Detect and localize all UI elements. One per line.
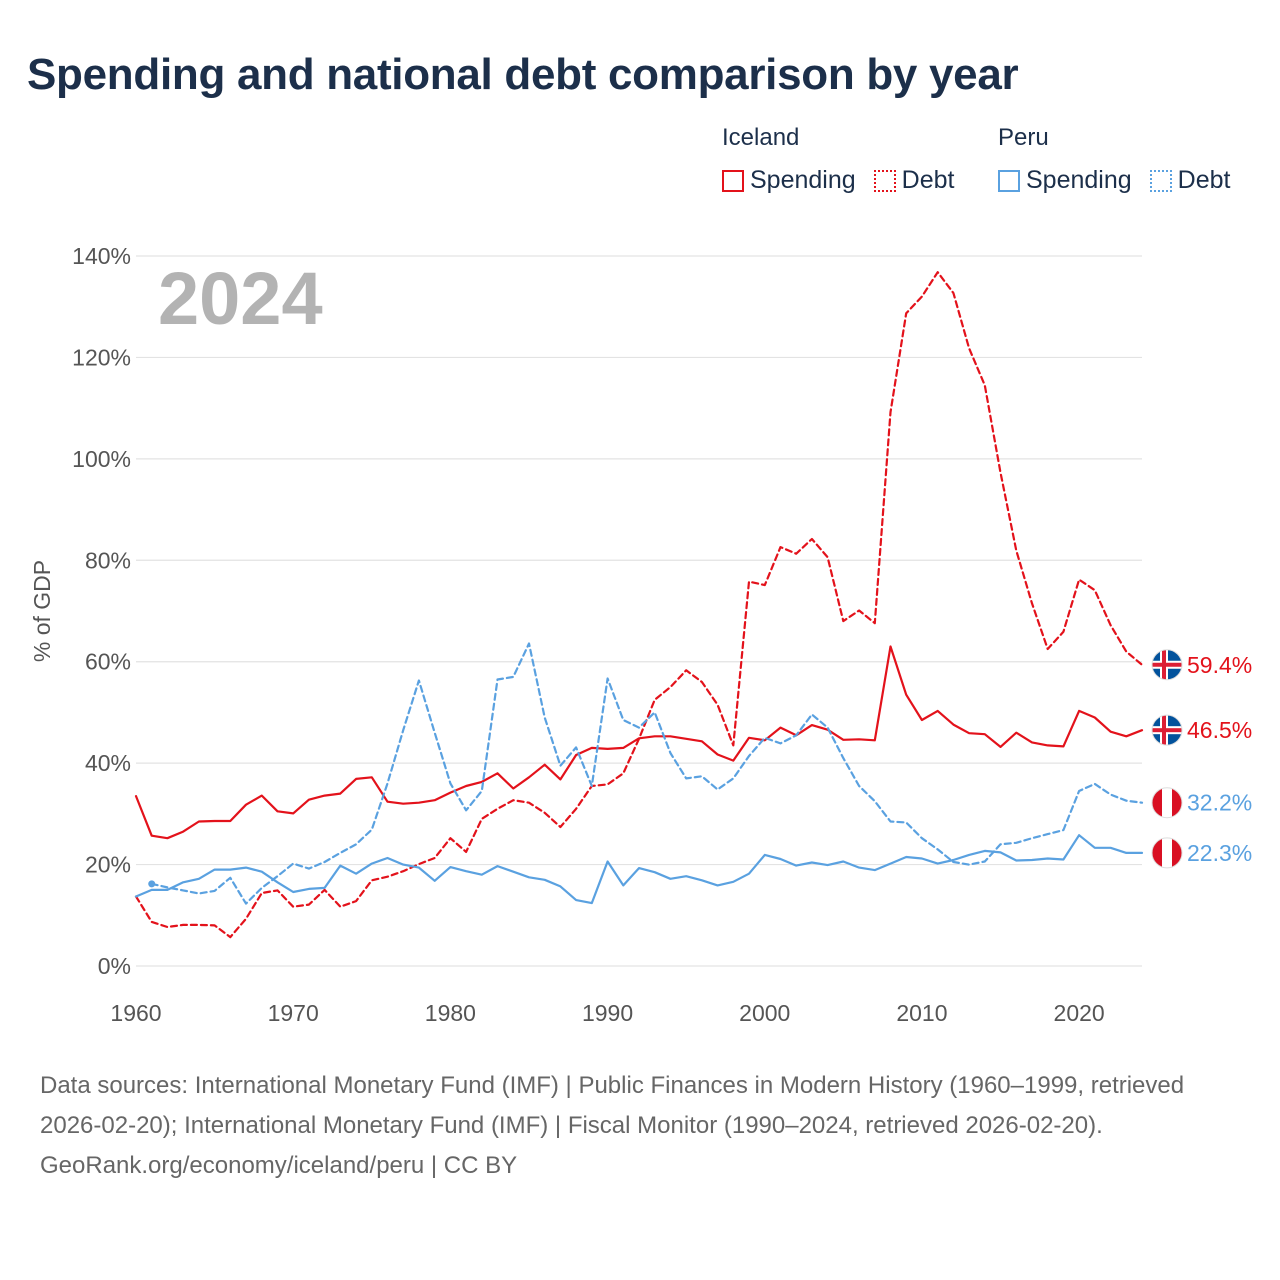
series-line-peru-spending[interactable] (134, 834, 1144, 905)
peru-flag-icon (1151, 787, 1183, 819)
y-tick-label: 40% (85, 750, 131, 776)
series-line-iceland-spending[interactable] (134, 645, 1144, 840)
y-tick-label: 80% (85, 547, 131, 573)
legend-swatch-dotted-icon (873, 169, 896, 192)
footer: Data sources: International Monetary Fun… (40, 1066, 1240, 1186)
legend-swatch-solid-icon (722, 169, 744, 192)
y-axis-label: % of GDP (29, 560, 55, 662)
y-tick-label: 140% (72, 243, 131, 269)
legend-item-peru-spending[interactable]: Spending (998, 166, 1132, 195)
legend-item-iceland-debt[interactable]: Debt (873, 166, 955, 195)
y-tick-label: 0% (98, 953, 131, 979)
end-value-label: 59.4% (1187, 652, 1252, 678)
credit-link[interactable]: GeoRank.org/economy/iceland/peru | CC BY (40, 1152, 518, 1179)
line-chart: 2024 % of GDP 0% 20% 40% 60% 80% 100% 120% 140%… (29, 243, 1252, 1026)
y-tick-label: 120% (72, 344, 131, 370)
legend-group-peru: Peru Spending Debt (998, 124, 1230, 195)
legend-swatch-dotted-icon (1149, 169, 1172, 192)
legend-item-label: Spending (1026, 166, 1132, 194)
legend-group-iceland: Iceland Spending Debt (722, 124, 954, 195)
legend-item-label: Spending (750, 166, 856, 194)
legend-item-label: Debt (1177, 166, 1231, 194)
end-value-label: 22.3% (1187, 840, 1252, 866)
iceland-flag-icon (1151, 649, 1183, 681)
year-watermark: 2024 (158, 257, 323, 340)
iceland-flag-icon (1151, 714, 1183, 746)
x-tick-label: 1980 (425, 1000, 476, 1026)
series-line-peru-debt[interactable] (150, 642, 1144, 905)
y-tick-label: 60% (85, 649, 131, 675)
data-sources: Data sources: International Monetary Fun… (40, 1072, 1185, 1139)
legend-item-peru-debt[interactable]: Debt (1149, 166, 1231, 195)
legend-item-label: Debt (901, 166, 955, 194)
x-tick-label: 2020 (1054, 1000, 1105, 1026)
x-tick-label: 1970 (268, 1000, 319, 1026)
series-start-point (148, 880, 156, 888)
chart-title: Spending and national debt comparison by… (27, 50, 1019, 99)
end-value-label: 46.5% (1187, 717, 1252, 743)
legend-item-iceland-spending[interactable]: Spending (722, 166, 856, 195)
peru-flag-icon (1151, 837, 1183, 869)
legend-country-label: Peru (998, 124, 1049, 151)
x-tick-label: 1990 (582, 1000, 633, 1026)
legend-country-label: Iceland (722, 124, 800, 151)
x-tick-label: 2010 (896, 1000, 947, 1026)
y-tick-label: 20% (85, 852, 131, 878)
y-tick-label: 100% (72, 446, 131, 472)
x-tick-label: 1960 (110, 1000, 161, 1026)
x-tick-label: 2000 (739, 1000, 790, 1026)
series-line-iceland-debt[interactable] (134, 271, 1144, 939)
end-value-label: 32.2% (1187, 790, 1252, 816)
legend-swatch-solid-icon (998, 169, 1020, 192)
